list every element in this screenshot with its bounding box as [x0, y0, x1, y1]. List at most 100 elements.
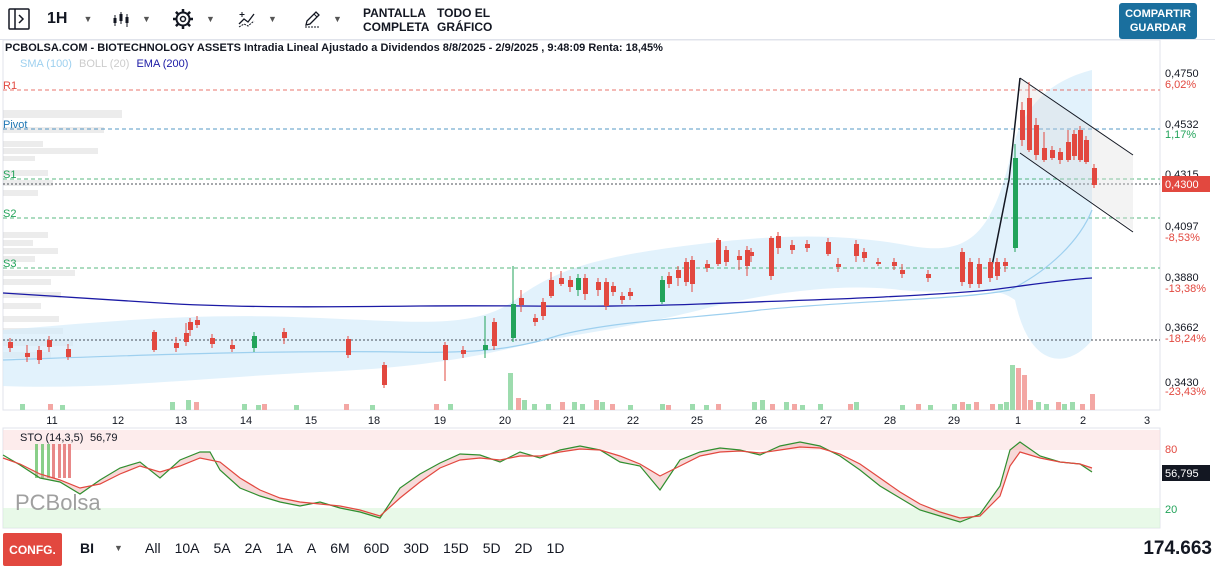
volume-bar	[1022, 375, 1027, 410]
volume-bar	[660, 404, 665, 410]
volume-profile-bar	[3, 232, 48, 238]
volume-bar	[20, 404, 25, 410]
volume-bar	[990, 404, 995, 410]
sidebar-toggle-button[interactable]	[8, 6, 30, 32]
candle-body	[716, 240, 721, 264]
share-label: COMPARTIR	[1125, 8, 1191, 20]
volume-bar	[170, 402, 175, 410]
candle-body	[968, 262, 973, 284]
volume-bar	[256, 405, 261, 410]
price-chart[interactable]: R1PivotS1S2S30,47500,45320,43150,40970,3…	[0, 0, 1215, 530]
pivot-label: S2	[3, 208, 16, 220]
volume-bar	[974, 402, 979, 410]
volume-bar	[800, 405, 805, 410]
candle-body	[836, 264, 841, 267]
overbought-zone	[3, 430, 1160, 450]
range-6m[interactable]: 6M	[330, 540, 350, 556]
range-1d[interactable]: 1D	[546, 540, 565, 556]
date-axis-label: 19	[434, 415, 446, 427]
config-button[interactable]: CONFG.	[3, 533, 62, 566]
range-5a[interactable]: 5A	[213, 540, 231, 556]
chevron-down-icon[interactable]: ▼	[114, 543, 123, 553]
volume-profile-bar	[3, 190, 38, 196]
volume-bar	[580, 404, 585, 410]
candle-body	[1050, 150, 1055, 158]
chart-type-select[interactable]: ▼	[112, 6, 151, 32]
candle-body	[188, 322, 193, 330]
mode-select[interactable]: BI	[80, 540, 94, 556]
range-15d[interactable]: 15D	[443, 540, 469, 556]
range-60d[interactable]: 60D	[363, 540, 390, 556]
candle-body	[596, 282, 601, 290]
range-10a[interactable]: 10A	[174, 540, 200, 556]
settings-button[interactable]: ▼	[172, 6, 215, 32]
volume-bar	[900, 405, 905, 410]
candle-body	[195, 320, 200, 325]
volume-bar	[690, 404, 695, 410]
price-axis-label: 0,3880	[1165, 272, 1199, 284]
candle-body	[660, 280, 665, 302]
date-axis-label: 15	[305, 415, 317, 427]
fullscreen-button[interactable]: PANTALLA COMPLETA	[363, 5, 429, 35]
date-axis-label: 12	[112, 415, 124, 427]
legend-ema[interactable]: EMA (200)	[136, 58, 189, 70]
indicators-button[interactable]: ▼	[238, 6, 277, 32]
candle-body	[862, 252, 867, 258]
volume-bar	[294, 405, 299, 410]
range-1a[interactable]: 1A	[275, 540, 293, 556]
candle-body	[8, 342, 13, 348]
whole-chart-button[interactable]: TODO EL GRÁFICO	[437, 5, 492, 35]
candle-body	[676, 270, 681, 278]
date-axis-label: 18	[368, 415, 380, 427]
candle-body	[749, 252, 754, 256]
total-volume: 174.663	[1143, 538, 1212, 559]
sma-line	[2, 209, 1093, 361]
volume-bar	[818, 404, 823, 410]
price-axis-label: 0,4750	[1165, 68, 1199, 80]
candle-body	[1042, 148, 1047, 160]
save-label: GUARDAR	[1129, 22, 1187, 34]
oversold-level-label: 20	[1165, 504, 1177, 516]
range-a[interactable]: A	[306, 540, 317, 556]
candle-body	[541, 302, 546, 316]
candle-body	[25, 353, 30, 357]
range-2d[interactable]: 2D	[514, 540, 533, 556]
candle-body	[892, 262, 897, 266]
candle-body	[737, 256, 742, 260]
range-2a[interactable]: 2A	[244, 540, 262, 556]
candle-body	[461, 350, 466, 354]
date-axis-label: 11	[46, 415, 57, 427]
price-axis-label: 0,3662	[1165, 322, 1199, 334]
volume-bar	[666, 405, 671, 410]
volume-bar	[960, 402, 965, 410]
candle-body	[1092, 168, 1097, 185]
volume-bar	[434, 404, 439, 410]
range-30d[interactable]: 30D	[403, 540, 430, 556]
volume-bar	[194, 402, 199, 410]
share-save-button[interactable]: COMPARTIR GUARDAR	[1119, 3, 1197, 39]
candle-body	[611, 286, 616, 292]
overbought-level-label: 80	[1165, 444, 1177, 456]
date-axis-label: 28	[884, 415, 896, 427]
date-axis-label: 13	[175, 415, 187, 427]
candle-body	[583, 278, 588, 294]
candle-body	[1058, 152, 1063, 160]
range-all[interactable]: All	[145, 540, 161, 556]
legend-boll[interactable]: BOLL (20)	[79, 58, 130, 70]
chevron-down-icon: ▼	[83, 14, 93, 24]
candle-body	[1066, 142, 1071, 160]
pivot-label: R1	[3, 80, 17, 92]
volume-bar	[998, 404, 1003, 410]
interval-select[interactable]: 1H ▼	[47, 6, 92, 32]
volume-profile-bar	[3, 156, 35, 161]
candle-body	[483, 345, 488, 350]
range-5d[interactable]: 5D	[482, 540, 501, 556]
legend-sma[interactable]: SMA (100)	[20, 58, 72, 70]
volume-bar	[1036, 402, 1041, 410]
chevron-down-icon: ▼	[206, 14, 215, 24]
volume-bar	[560, 402, 565, 410]
current-price-label: 0,4300	[1165, 179, 1199, 191]
volume-profile-bar	[3, 240, 33, 246]
drawing-tools-button[interactable]: ▼	[303, 6, 342, 32]
chevron-down-icon: ▼	[142, 14, 151, 24]
